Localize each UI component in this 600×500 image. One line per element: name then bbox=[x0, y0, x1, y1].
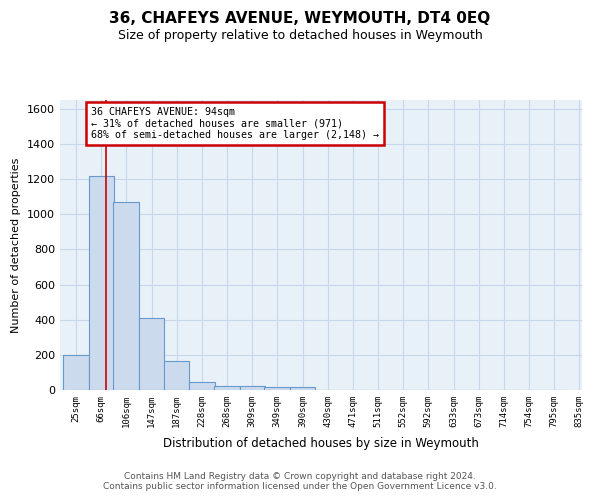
Text: Size of property relative to detached houses in Weymouth: Size of property relative to detached ho… bbox=[118, 28, 482, 42]
Text: 36, CHAFEYS AVENUE, WEYMOUTH, DT4 0EQ: 36, CHAFEYS AVENUE, WEYMOUTH, DT4 0EQ bbox=[109, 11, 491, 26]
Bar bbox=[139, 318, 164, 390]
Bar bbox=[239, 386, 265, 390]
Bar bbox=[63, 355, 89, 390]
Bar bbox=[265, 388, 290, 390]
Bar bbox=[164, 361, 189, 390]
Text: Contains HM Land Registry data © Crown copyright and database right 2024.
Contai: Contains HM Land Registry data © Crown c… bbox=[103, 472, 497, 491]
Bar bbox=[113, 202, 139, 390]
Bar bbox=[89, 176, 114, 390]
Bar bbox=[214, 386, 239, 390]
Text: Distribution of detached houses by size in Weymouth: Distribution of detached houses by size … bbox=[163, 438, 479, 450]
Y-axis label: Number of detached properties: Number of detached properties bbox=[11, 158, 22, 332]
Bar bbox=[290, 388, 316, 390]
Bar bbox=[189, 382, 215, 390]
Text: 36 CHAFEYS AVENUE: 94sqm
← 31% of detached houses are smaller (971)
68% of semi-: 36 CHAFEYS AVENUE: 94sqm ← 31% of detach… bbox=[91, 107, 379, 140]
